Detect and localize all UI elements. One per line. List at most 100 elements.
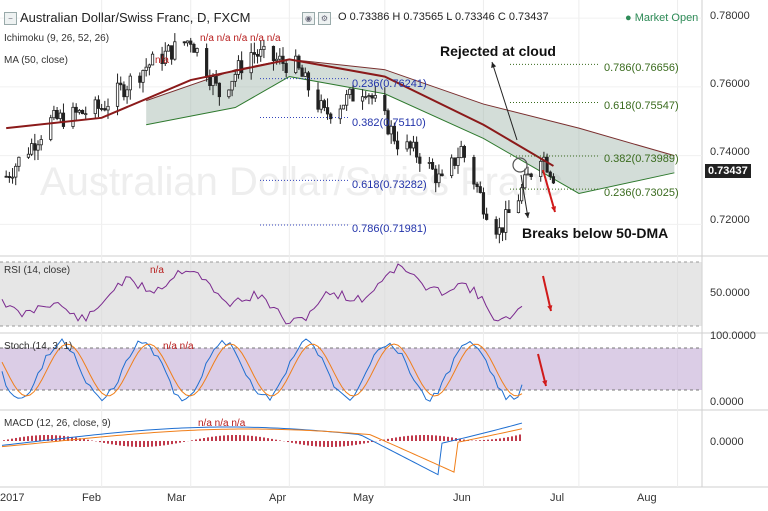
candle (373, 95, 377, 99)
candle (138, 75, 142, 83)
candle (418, 156, 422, 164)
candle (217, 82, 221, 98)
macd-histogram-bar (459, 438, 461, 441)
macd-histogram-bar (191, 440, 193, 441)
candle (325, 107, 330, 115)
ma-value: n/a (155, 55, 169, 66)
settings-icon[interactable]: ⚙ (318, 12, 331, 25)
macd-histogram-bar (363, 441, 365, 444)
candle (551, 176, 556, 184)
macd-histogram-bar (483, 439, 485, 441)
macd-histogram-bar (499, 438, 501, 441)
arrow-breaks-head (524, 212, 530, 218)
ma-legend[interactable]: MA (50, close) (4, 55, 68, 66)
macd-histogram-bar (319, 441, 321, 447)
collapse-button[interactable]: − (4, 12, 17, 25)
candle (122, 84, 126, 98)
macd-histogram-bar (371, 441, 373, 442)
macd-histogram-bar (139, 441, 141, 447)
time-tick: Jul (550, 492, 565, 504)
arrow-down-red (542, 169, 556, 213)
rsi-legend[interactable]: RSI (14, close) (4, 265, 70, 276)
candle (504, 209, 508, 233)
macd-histogram-bar (347, 441, 349, 446)
arrow-rejected-head (491, 62, 497, 68)
macd-histogram-bar (315, 441, 317, 447)
macd-histogram-bar (327, 441, 329, 447)
candle (10, 176, 15, 179)
candle (84, 113, 88, 116)
candle (93, 99, 97, 115)
macd-histogram-bar (51, 435, 53, 441)
candle (14, 165, 18, 178)
macd-histogram-bar (151, 441, 153, 447)
candle (141, 70, 145, 83)
candle (386, 110, 390, 135)
macd-histogram-bar (295, 441, 297, 444)
visibility-icon[interactable]: ◉ (302, 12, 315, 25)
macd-histogram-bar (227, 435, 229, 441)
macd-histogram-bar (135, 441, 137, 447)
macd-histogram-bar (279, 440, 281, 441)
candle (125, 89, 129, 98)
macd-histogram-bar (415, 435, 417, 441)
stoch-legend[interactable]: Stoch (14, 3, 1) (4, 341, 72, 352)
macd-histogram-bar (31, 435, 33, 441)
candle (345, 94, 349, 106)
macd-histogram-bar (475, 440, 477, 441)
macd-histogram-bar (115, 441, 117, 445)
candle (211, 76, 215, 86)
candle (144, 66, 148, 71)
candle (4, 175, 8, 178)
macd-histogram-bar (67, 436, 69, 441)
macd-histogram-bar (443, 436, 445, 441)
candle (523, 174, 527, 189)
candle (322, 100, 326, 108)
macd-histogram-bar (299, 441, 301, 445)
candle (459, 146, 463, 159)
ichimoku-legend[interactable]: Ichimoku (9, 26, 52, 26) (4, 33, 109, 44)
macd-legend[interactable]: MACD (12, 26, close, 9) (4, 418, 111, 429)
candle (389, 125, 393, 135)
candle (450, 157, 454, 177)
candle (360, 96, 365, 102)
macd-histogram-bar (43, 435, 45, 441)
candle (316, 89, 320, 110)
candle (351, 88, 355, 102)
stoch-tick: 0.0000 (710, 396, 744, 408)
price-tick: 0.78000 (710, 10, 750, 22)
macd-histogram-bar (395, 437, 397, 441)
candle (481, 192, 486, 215)
candle (275, 58, 279, 62)
time-tick: Feb (82, 492, 101, 504)
macd-histogram-bar (431, 435, 433, 441)
macd-histogram-bar (271, 438, 273, 441)
chart-title: Australian Dollar/Swiss Franc, D, FXCM (20, 10, 251, 25)
macd-histogram-bar (435, 435, 437, 441)
macd-histogram-bar (311, 441, 313, 446)
macd-histogram-bar (211, 436, 213, 441)
candle (74, 106, 78, 113)
macd-histogram-bar (487, 439, 489, 441)
candle (214, 76, 218, 84)
candle (160, 53, 164, 64)
candle (405, 141, 409, 150)
stoch-band (0, 348, 702, 390)
candle (348, 88, 352, 96)
candle (478, 186, 482, 193)
macd-histogram-bar (19, 437, 21, 441)
stoch-tick: 100.0000 (710, 330, 756, 342)
macd-histogram-bar (163, 441, 165, 446)
macd-histogram-bar (107, 441, 109, 444)
highlight-circle (512, 157, 528, 173)
candle (147, 64, 151, 68)
macd-histogram-bar (507, 437, 509, 441)
stoch-value: n/a n/a (163, 341, 194, 352)
macd-histogram-bar (407, 435, 409, 441)
candle (128, 75, 132, 91)
macd-histogram-bar (159, 441, 161, 446)
macd-histogram-bar (519, 434, 521, 441)
macd-histogram-bar (399, 436, 401, 441)
macd-line (1, 422, 523, 476)
